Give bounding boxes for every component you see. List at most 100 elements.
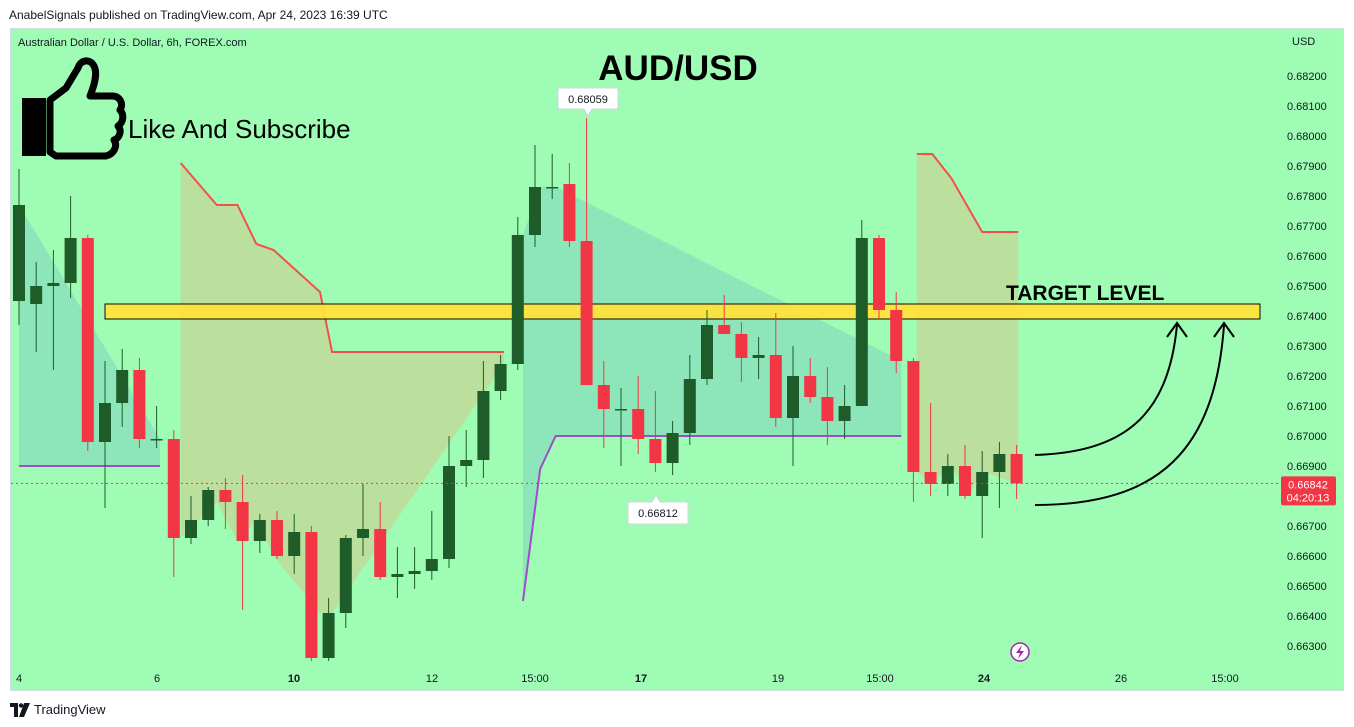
candle-body <box>443 466 455 559</box>
candle-body <box>13 205 25 301</box>
target-level-label: TARGET LEVEL <box>1006 282 1164 305</box>
candle <box>477 361 490 478</box>
candle-body <box>133 370 146 439</box>
price-tick: 0.67900 <box>1287 161 1327 173</box>
candle-body <box>976 472 989 496</box>
candle <box>202 487 215 526</box>
candle-body <box>322 613 335 658</box>
candle-body <box>701 325 713 379</box>
candle <box>288 514 301 574</box>
candle <box>443 436 455 568</box>
candle-body <box>47 283 60 286</box>
supertrend-fill-3 <box>916 154 1019 496</box>
candle <box>494 355 507 400</box>
candle <box>185 496 197 544</box>
candle-body <box>959 466 971 496</box>
candle-body <box>718 325 731 334</box>
candle-body <box>580 241 593 385</box>
candle-body <box>116 370 129 403</box>
candle <box>529 145 541 247</box>
candle-body <box>873 238 885 310</box>
candle <box>13 169 25 325</box>
publisher-bar: AnabelSignals published on TradingView.c… <box>0 0 1354 28</box>
candle-body <box>907 361 920 472</box>
candle-body <box>890 310 903 361</box>
low-label: 0.66812 <box>638 508 678 520</box>
price-tick: 0.67100 <box>1287 401 1327 413</box>
candle-body <box>288 532 301 556</box>
subscribe-text: Like And Subscribe <box>128 114 351 144</box>
price-tick: 0.67500 <box>1287 281 1327 293</box>
time-tick: 15:00 <box>521 673 549 685</box>
candle-body <box>408 571 421 574</box>
candles <box>13 118 1023 661</box>
time-tick: 4 <box>16 673 22 685</box>
time-tick: 15:00 <box>1211 673 1239 685</box>
price-tick: 0.67700 <box>1287 221 1327 233</box>
time-axis[interactable]: 4 6 10 12 15:00 17 19 15:00 24 26 15:00 <box>16 673 1239 685</box>
candle <box>511 217 524 370</box>
price-tick: 0.68000 <box>1287 131 1327 143</box>
candle <box>391 547 404 598</box>
price-tick: 0.66400 <box>1287 611 1327 623</box>
candle-body <box>460 460 473 466</box>
candle-body <box>632 409 645 439</box>
candle-body <box>357 529 369 538</box>
candle <box>116 349 129 427</box>
candle-body <box>271 520 283 556</box>
candle-body <box>511 235 524 364</box>
price-tick: 0.66300 <box>1287 641 1327 653</box>
candle <box>133 358 146 448</box>
price-tick: 0.66700 <box>1287 521 1327 533</box>
candle-body <box>391 574 404 577</box>
target-level-zone[interactable] <box>104 303 1261 320</box>
candle-body <box>167 439 180 538</box>
candle-body <box>563 184 576 241</box>
chart-area[interactable] <box>10 28 1344 691</box>
price-tick: 0.67200 <box>1287 371 1327 383</box>
supertrend-fill-2 <box>522 187 902 601</box>
lightning-icon[interactable] <box>1010 642 1030 662</box>
price-axis[interactable]: 0.68200 0.68100 0.68000 0.67900 0.67800 0.677… <box>1287 71 1327 653</box>
candle-body <box>202 490 215 520</box>
candle <box>941 454 954 496</box>
currency-label: USD <box>1292 36 1315 48</box>
candle-body <box>374 529 387 577</box>
candle-body <box>81 238 94 442</box>
price-tick: 0.67300 <box>1287 341 1327 353</box>
price-tick: 0.66600 <box>1287 551 1327 563</box>
candle-body <box>615 409 627 411</box>
supertrend-fill-1 <box>180 163 505 613</box>
candle-body <box>787 376 799 418</box>
candle <box>649 391 662 472</box>
low-callout: 0.66812 <box>627 493 689 525</box>
price-tick: 0.67800 <box>1287 191 1327 203</box>
tradingview-logo-icon <box>10 703 30 717</box>
candle-body <box>477 391 490 460</box>
candle-body <box>185 520 197 538</box>
current-price-tag: 0.66842 04:20:13 <box>1281 476 1336 506</box>
price-tick: 0.67000 <box>1287 431 1327 443</box>
candle-body <box>666 433 679 463</box>
chart-title: AUD/USD <box>598 49 757 88</box>
candle-body <box>305 532 318 658</box>
candle <box>787 346 799 466</box>
candle-body <box>941 466 954 484</box>
candle <box>890 292 903 373</box>
candle <box>769 313 782 427</box>
candle <box>236 475 249 610</box>
candle-body <box>494 364 507 391</box>
candle-body <box>150 439 163 441</box>
candle <box>632 376 645 454</box>
candle-body <box>236 502 249 541</box>
candle <box>701 310 713 385</box>
candle-body <box>219 490 232 502</box>
candle <box>752 337 765 379</box>
thumbs-up-icon <box>22 57 127 160</box>
candle <box>735 322 748 382</box>
candle-body <box>529 187 541 235</box>
candle-body <box>752 355 765 358</box>
footer-brand: TradingView <box>34 702 106 717</box>
candle <box>339 535 352 628</box>
